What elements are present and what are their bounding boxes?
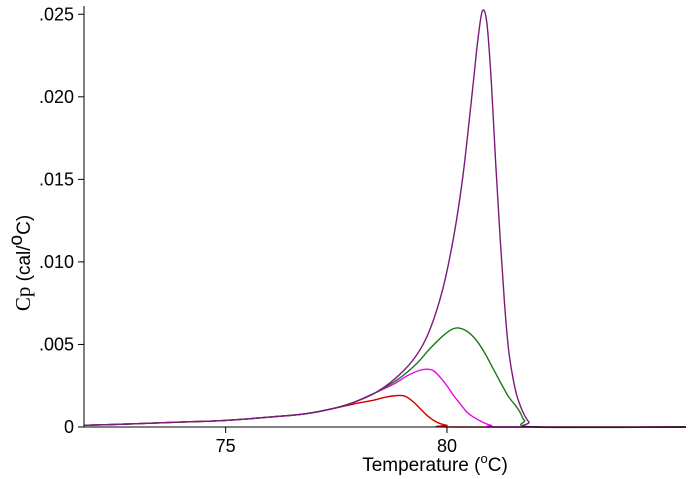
y-tick-label: .010 [39,252,74,272]
y-axis-title-symbol: Cp [11,287,35,312]
y-axis-title-main: (cal/ [14,245,35,287]
x-axis-title-end: C) [488,455,508,476]
y-tick-label: .005 [39,334,74,354]
y-axis-title-degree: o [6,235,27,246]
x-tick-label: 80 [437,436,457,456]
y-axis-title-end: C) [14,215,35,235]
y-tick-label: .020 [39,87,74,107]
x-ticks: 75 80 [216,427,457,456]
axes-layer [83,6,686,428]
x-tick-label: 75 [216,436,236,456]
x-axis-title-main: Temperature ( [362,455,481,476]
x-axis-title-degree: o [480,451,487,466]
y-tick-label: .025 [39,4,74,24]
y-tick-label: .015 [39,169,74,189]
y-axis-title: Cp (cal/oC) [6,215,35,311]
x-axis-title: Temperature (oC) [362,451,508,476]
y-tick-label: 0 [64,417,74,437]
series-line-4 [83,9,687,429]
y-ticks: 0 .005 .010 .015 .020 .025 [39,4,84,437]
series-layer [83,9,687,429]
